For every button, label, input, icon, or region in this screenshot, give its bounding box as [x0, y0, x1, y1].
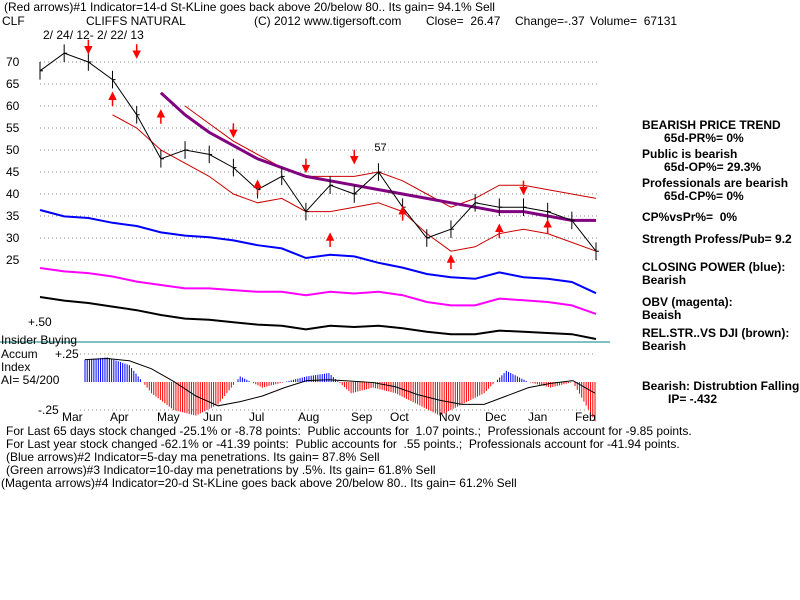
red-arrow-down — [301, 158, 311, 174]
obv-line — [39, 267, 597, 315]
obv-label: OBV (magenta): — [642, 295, 733, 309]
company-name: CLIFFS NATURAL — [86, 14, 186, 28]
red-arrow-up — [446, 254, 456, 269]
red-arrow-up — [495, 223, 504, 239]
price-line — [39, 52, 597, 252]
ai-value: AI= 54/200 — [1, 373, 60, 387]
y-tick-label: 25 — [6, 253, 20, 267]
red-arrows-indicator: (Red arrows)#1 Indicator=14-d St-KLine g… — [4, 0, 495, 14]
pr-value: 65d-PR%= 0% — [664, 131, 744, 145]
date-range: 2/ 24/ 12- 2/ 22/ 13 — [43, 28, 144, 42]
closing-power-value: Bearish — [642, 273, 687, 287]
red-arrow-up — [543, 219, 552, 234]
footer-blue-arrows: (Blue arrows)#2 Indicator=5-day ma penet… — [6, 450, 380, 464]
accum-tick-label: -.25 — [38, 403, 59, 417]
y-tick-label: 50 — [6, 143, 20, 157]
public-label: Public is bearish — [642, 147, 738, 161]
x-tick-label: Dec — [485, 410, 506, 424]
ticker: CLF — [2, 14, 25, 28]
ip-value: IP= -.432 — [668, 392, 718, 406]
volume: Volume= 67131 — [590, 14, 678, 28]
trend-label: BEARISH PRICE TREND — [642, 118, 781, 132]
red-arrow-down — [350, 149, 359, 165]
annotation-label: 57 — [374, 142, 386, 154]
x-tick-label: Jul — [249, 410, 264, 424]
copyright: (C) 2012 www.tigersoft.com — [254, 14, 402, 28]
y-tick-label: 35 — [6, 209, 20, 223]
change: Change=-.37 — [515, 14, 585, 28]
moving-average-line — [159, 91, 596, 222]
relstr-label: REL.STR..VS DJI (brown): — [642, 326, 790, 340]
accum-label: Accum — [1, 347, 38, 361]
cpvspr-value: CP%vsPr%= 0% — [642, 210, 738, 224]
y-tick-label: 45 — [6, 165, 20, 179]
x-tick-label: Oct — [390, 410, 409, 424]
rs-tick: +.50 — [28, 315, 52, 329]
op-value: 65d-OP%= 29.3% — [664, 160, 762, 174]
red-arrow-up — [398, 205, 407, 221]
distribution-label: Bearish: Distrubtion Falling. — [642, 379, 800, 393]
lower-band-line — [112, 114, 597, 252]
x-tick-label: Apr — [110, 410, 129, 424]
rel-strength-line — [39, 296, 597, 340]
footer-magenta-arrows: (Magenta arrows)#4 Indicator=20-d St-KLi… — [1, 476, 517, 490]
y-tick-label: 70 — [6, 55, 20, 69]
accum-ma-line — [84, 357, 596, 407]
footer-65days: For Last 65 days stock changed -25.1% or… — [6, 424, 692, 438]
strength-value: Strength Profess/Pub= 9.2 — [642, 232, 792, 246]
y-tick-label: 65 — [6, 77, 20, 91]
footer-green-arrows: (Green arrows)#3 Indicator=10-day ma pen… — [6, 463, 436, 477]
closing-power-label: CLOSING POWER (blue): — [642, 260, 786, 274]
x-tick-label: Nov — [439, 410, 460, 424]
x-tick-label: May — [157, 410, 180, 424]
obv-value: Beaish — [642, 308, 682, 322]
y-tick-label: 55 — [6, 121, 20, 135]
red-arrow-up — [108, 91, 117, 107]
x-tick-label: Feb — [575, 410, 596, 424]
x-tick-label: Jun — [203, 410, 222, 424]
relstr-value: Bearish — [642, 339, 687, 353]
red-arrow-down — [132, 44, 141, 59]
closing-power-line — [39, 209, 597, 295]
close-price: Close= 26.47 — [426, 14, 501, 28]
red-arrow-down — [84, 39, 93, 55]
red-arrow-up — [156, 109, 166, 124]
x-tick-label: Aug — [298, 410, 319, 424]
red-arrow-up — [253, 179, 262, 195]
x-tick-label: Mar — [62, 410, 83, 424]
insider-buying-label: Insider Buying — [1, 333, 78, 347]
x-tick-label: Sep — [351, 410, 373, 424]
footer-last-year: For Last year stock changed -62.1% or -4… — [6, 437, 680, 451]
upper-band-line — [184, 105, 597, 208]
y-tick-label: 30 — [6, 231, 20, 245]
red-arrow-up — [325, 232, 335, 247]
y-tick-label: 40 — [6, 187, 20, 201]
cp-value: 65d-CP%= 0% — [664, 189, 744, 203]
y-tick-label: 60 — [6, 99, 20, 113]
red-arrow-down — [229, 123, 238, 139]
index-label: Index — [1, 360, 31, 374]
x-tick-label: Jan — [528, 410, 547, 424]
red-arrow-down — [519, 180, 528, 196]
pros-label: Professionals are bearish — [642, 176, 789, 190]
accum-tick-label: +.25 — [55, 347, 79, 361]
